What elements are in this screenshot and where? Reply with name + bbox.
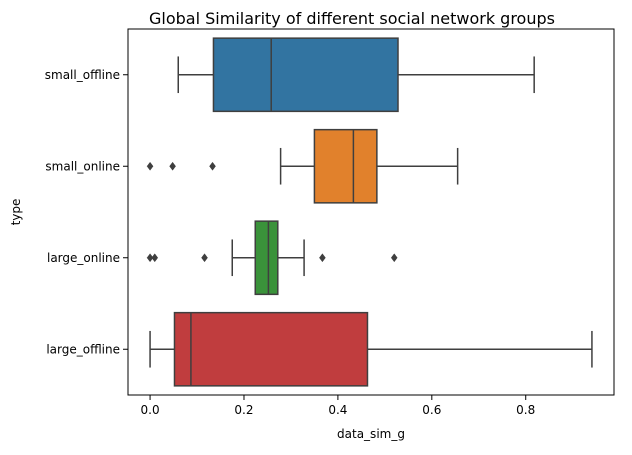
y-tick-label: small_offline [45, 68, 120, 82]
box [173, 311, 369, 387]
box-group-small-offline [177, 37, 535, 113]
box [313, 128, 378, 204]
outlier-point [319, 253, 326, 263]
outlier-point [146, 161, 154, 171]
x-tick-label: 0.4 [328, 403, 347, 417]
outlier-point [146, 253, 154, 263]
outlier-point [390, 253, 398, 263]
outlier-point [151, 253, 159, 263]
plot-area [146, 37, 593, 387]
box-group-large-online [146, 220, 398, 296]
outlier-point [209, 161, 216, 171]
y-axis: small_offline small_online large_onlinelar… [45, 68, 128, 356]
box-group-large-offline [149, 311, 593, 387]
chart-title: Global Similarity of different social ne… [149, 9, 555, 28]
y-tick-label: small_online [45, 159, 120, 173]
x-tick-label: 0.2 [234, 403, 253, 417]
outlier-point [169, 161, 176, 171]
y-tick-label: large_offline [46, 342, 120, 356]
box [254, 220, 279, 296]
x-axis-label: data_sim_g [337, 427, 405, 441]
x-tick-label: 0.0 [141, 403, 160, 417]
box-group-small-online [146, 128, 459, 204]
outlier-point [201, 253, 208, 263]
x-tick-label: 0.6 [422, 403, 441, 417]
plot-frame [127, 28, 615, 396]
x-tick-label: 0.8 [516, 403, 535, 417]
y-tick-label: large_online [47, 251, 120, 265]
x-axis: 0.0 0.2 0.4 0.6 0.8 [141, 395, 535, 417]
box [212, 37, 399, 113]
y-axis-label: type [9, 199, 23, 226]
